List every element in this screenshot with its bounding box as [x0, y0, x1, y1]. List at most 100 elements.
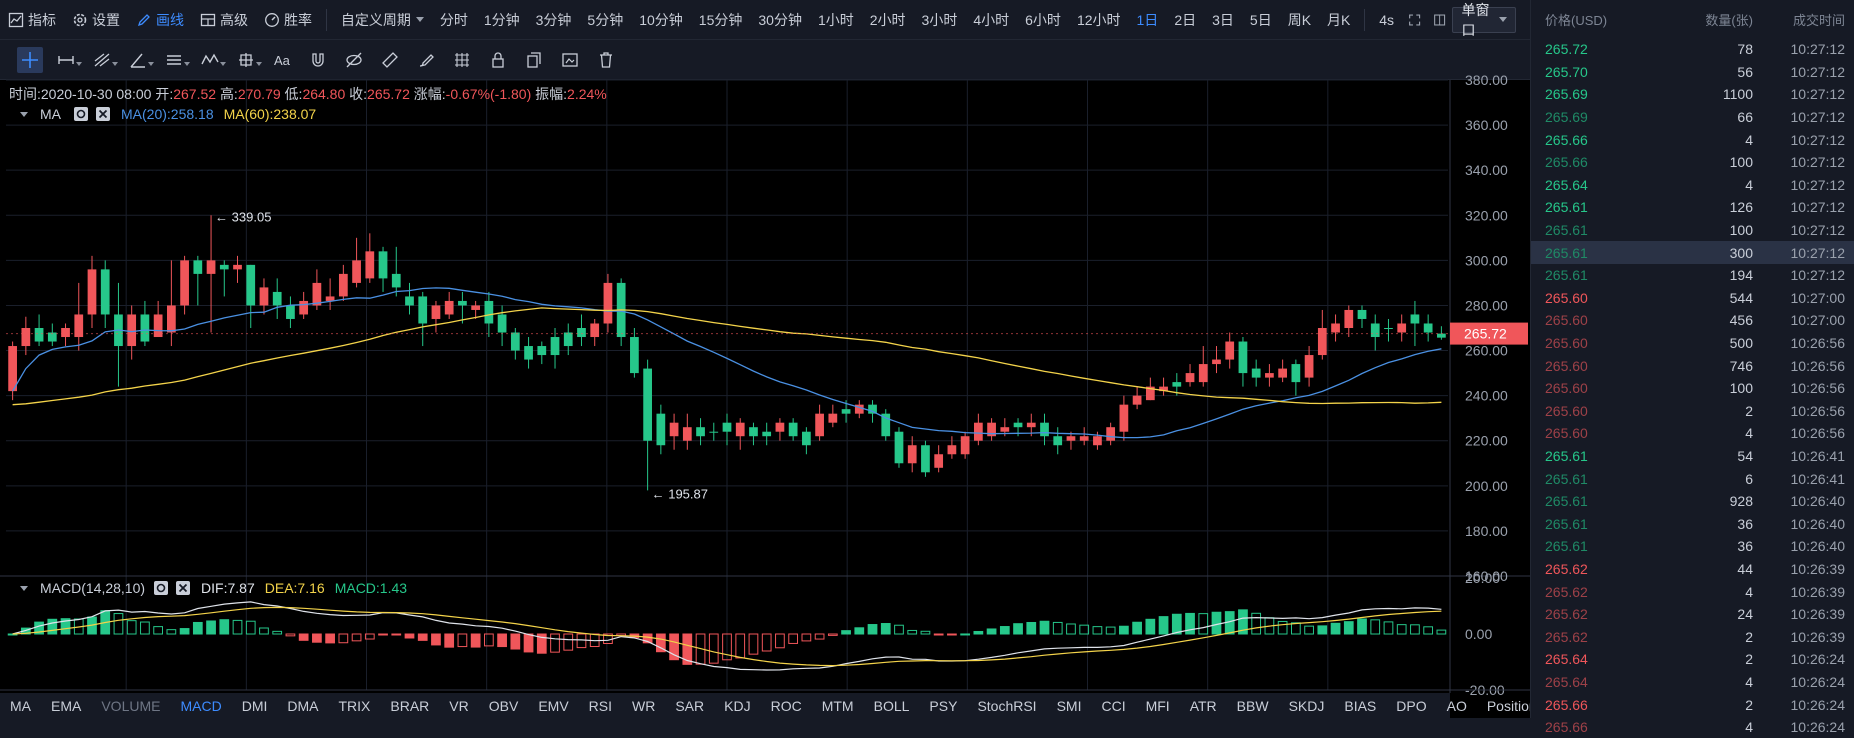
trade-row[interactable]: 265.60 456 10:27:00: [1531, 309, 1854, 332]
indicator-trix[interactable]: TRIX: [338, 697, 371, 714]
indicator-volume[interactable]: VOLUME: [101, 697, 161, 714]
trash-tool[interactable]: [588, 40, 624, 80]
trade-row[interactable]: 265.60 544 10:27:00: [1531, 287, 1854, 310]
period-14[interactable]: 2日: [1174, 11, 1197, 28]
indicator-bias[interactable]: BIAS: [1344, 697, 1377, 714]
period-17[interactable]: 周K: [1287, 11, 1312, 28]
single-window-select[interactable]: 单窗口: [1452, 2, 1516, 38]
close-icon[interactable]: [175, 580, 191, 596]
trade-row[interactable]: 265.69 1100 10:27:12: [1531, 83, 1854, 106]
wave-tool[interactable]: [192, 40, 228, 80]
trade-row[interactable]: 265.66 4 10:27:12: [1531, 128, 1854, 151]
period-3[interactable]: 5分钟: [587, 11, 624, 28]
trade-row[interactable]: 265.66 100 10:27:12: [1531, 151, 1854, 174]
period-8[interactable]: 2小时: [869, 11, 906, 28]
lock-tool[interactable]: [480, 40, 516, 80]
period-9[interactable]: 3小时: [921, 11, 958, 28]
indicator-atr[interactable]: ATR: [1189, 697, 1217, 714]
trade-row[interactable]: 265.61 194 10:27:12: [1531, 264, 1854, 287]
indicator-kdj[interactable]: KDJ: [724, 697, 751, 714]
indicator-mfi[interactable]: MFI: [1145, 697, 1170, 714]
multi-line-tool[interactable]: [84, 40, 120, 80]
trade-row[interactable]: 265.66 4 10:26:24: [1531, 716, 1854, 738]
interval-4s[interactable]: 4s: [1379, 11, 1395, 28]
close-icon[interactable]: [95, 106, 111, 122]
magnet-tool[interactable]: [300, 40, 336, 80]
hide-tool[interactable]: [336, 40, 372, 80]
trade-row[interactable]: 265.72 78 10:27:12: [1531, 38, 1854, 61]
indicator-vr[interactable]: VR: [449, 697, 469, 714]
indicator-stochrsi[interactable]: StochRSI: [977, 697, 1037, 714]
indicator-bbw[interactable]: BBW: [1236, 697, 1269, 714]
indicator-mtm[interactable]: MTM: [821, 697, 854, 714]
period-1[interactable]: 1分钟: [483, 11, 520, 28]
expand-icon[interactable]: [1408, 12, 1421, 28]
indicator-macd[interactable]: MACD: [180, 697, 222, 714]
trade-row[interactable]: 265.60 746 10:26:56: [1531, 354, 1854, 377]
indicator-rsi[interactable]: RSI: [588, 697, 613, 714]
indicator-dpo[interactable]: DPO: [1396, 697, 1427, 714]
layout-icon[interactable]: [1433, 12, 1446, 28]
trade-row[interactable]: 265.60 100 10:26:56: [1531, 377, 1854, 400]
period-7[interactable]: 1小时: [817, 11, 854, 28]
advanced-button[interactable]: 高级: [192, 0, 256, 40]
indicator-cci[interactable]: CCI: [1101, 697, 1126, 714]
brush-tool[interactable]: [408, 40, 444, 80]
period-6[interactable]: 30分钟: [758, 11, 802, 28]
indicator-skdj[interactable]: SKDJ: [1288, 697, 1325, 714]
ruler-tool[interactable]: [372, 40, 408, 80]
trade-row[interactable]: 265.69 66 10:27:12: [1531, 106, 1854, 129]
indicator-ma[interactable]: MA: [10, 697, 31, 714]
draw-button[interactable]: 画线: [128, 0, 192, 40]
crosshair-tool[interactable]: [12, 40, 48, 80]
period-16[interactable]: 5日: [1249, 11, 1272, 28]
trade-row[interactable]: 265.60 500 10:26:56: [1531, 332, 1854, 355]
indicator-emv[interactable]: EMV: [538, 697, 569, 714]
indicator-brar[interactable]: BRAR: [390, 697, 430, 714]
trade-row[interactable]: 265.60 4 10:26:56: [1531, 422, 1854, 445]
period-10[interactable]: 4小时: [973, 11, 1010, 28]
indicator-boll[interactable]: BOLL: [873, 697, 910, 714]
custom-period-select[interactable]: 自定义周期: [333, 0, 432, 40]
copy-tool[interactable]: [516, 40, 552, 80]
trade-row[interactable]: 265.64 4 10:26:24: [1531, 671, 1854, 694]
indicator-sar[interactable]: SAR: [675, 697, 705, 714]
trade-row[interactable]: 265.61 36 10:26:40: [1531, 535, 1854, 558]
settings-button[interactable]: 设置: [64, 0, 128, 40]
segment-tool[interactable]: [48, 40, 84, 80]
period-18[interactable]: 月K: [1327, 11, 1351, 28]
winrate-button[interactable]: 胜率: [256, 0, 320, 40]
period-15[interactable]: 3日: [1212, 11, 1234, 28]
gear-icon[interactable]: [153, 580, 169, 596]
trade-row[interactable]: 265.64 2 10:26:24: [1531, 648, 1854, 671]
period-4[interactable]: 10分钟: [639, 11, 683, 28]
indicator-dmi[interactable]: DMI: [241, 697, 268, 714]
indicator-obv[interactable]: OBV: [488, 697, 519, 714]
collapse-icon[interactable]: [20, 111, 28, 117]
indicator-psy[interactable]: PSY: [929, 697, 958, 714]
indicator-ema[interactable]: EMA: [51, 697, 82, 714]
screenshot-tool[interactable]: [552, 40, 588, 80]
trade-row[interactable]: 265.64 4 10:27:12: [1531, 174, 1854, 197]
indicator-wr[interactable]: WR: [632, 697, 656, 714]
trade-row[interactable]: 265.61 300 10:27:12: [1531, 241, 1854, 264]
trade-row[interactable]: 265.66 2 10:26:24: [1531, 693, 1854, 716]
trade-row[interactable]: 265.62 4 10:26:39: [1531, 580, 1854, 603]
period-0[interactable]: 分时: [439, 11, 468, 28]
indicator-smi[interactable]: SMI: [1056, 697, 1082, 714]
trade-row[interactable]: 265.61 100 10:27:12: [1531, 219, 1854, 242]
period-2[interactable]: 3分钟: [535, 11, 572, 28]
trade-row[interactable]: 265.61 54 10:26:41: [1531, 445, 1854, 468]
trade-row[interactable]: 265.62 44 10:26:39: [1531, 558, 1854, 581]
trade-row[interactable]: 265.60 2 10:26:56: [1531, 400, 1854, 423]
trade-row[interactable]: 265.61 6 10:26:41: [1531, 467, 1854, 490]
indicator-button[interactable]: 指标: [0, 0, 64, 40]
rect-measure-tool[interactable]: [228, 40, 264, 80]
trade-row[interactable]: 265.61 928 10:26:40: [1531, 490, 1854, 513]
indicator-dma[interactable]: DMA: [287, 697, 319, 714]
period-11[interactable]: 6小时: [1025, 11, 1061, 28]
indicator-roc[interactable]: ROC: [770, 697, 802, 714]
period-5[interactable]: 15分钟: [698, 11, 743, 28]
gear-icon[interactable]: [73, 106, 89, 122]
collapse-icon[interactable]: [20, 585, 28, 591]
